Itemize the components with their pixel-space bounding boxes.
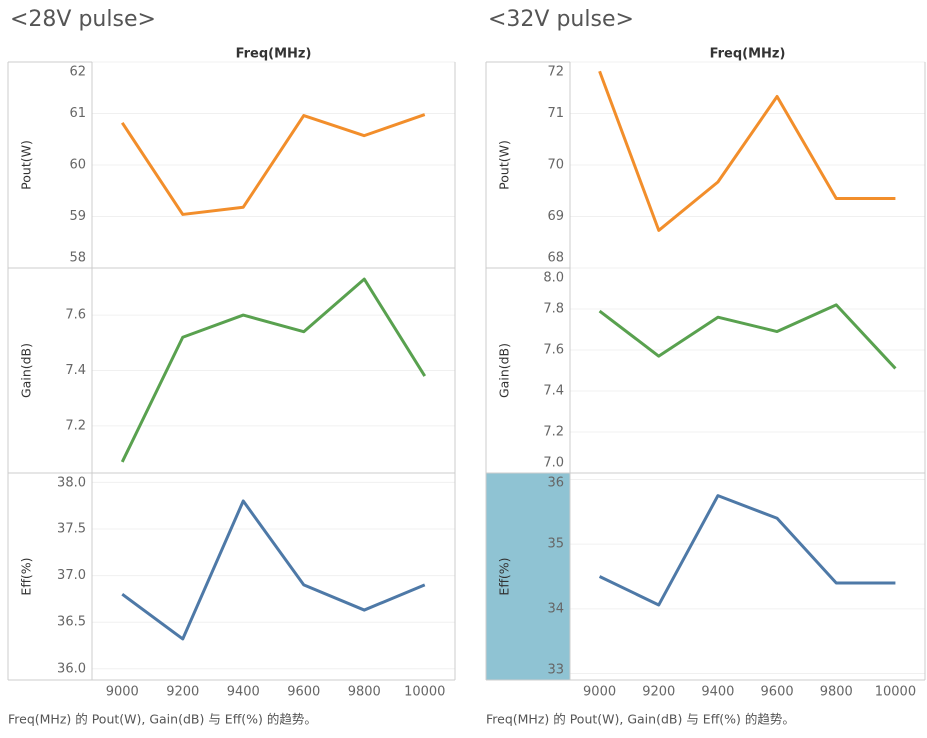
selected-axis[interactable] (486, 473, 570, 680)
y-tick-label: 36.5 (57, 615, 86, 630)
y-tick-label: 7.4 (543, 384, 564, 399)
y-tick-label: 60 (69, 158, 86, 173)
row-title: Eff(%) (497, 557, 512, 595)
x-axis-title: Freq(MHz) (710, 47, 786, 62)
x-tick-label: 9600 (761, 685, 794, 700)
x-tick-label: 9000 (583, 685, 616, 700)
series-line (120, 277, 427, 463)
x-axis-title: Freq(MHz) (236, 47, 312, 62)
y-tick-label: 36 (547, 476, 564, 491)
y-tick-label: 62 (69, 65, 86, 80)
x-tick-label: 9800 (820, 685, 853, 700)
panel-title: <28V pulse> (10, 7, 156, 32)
x-tick-label: 10000 (875, 685, 916, 700)
row-title: Gain(dB) (497, 343, 512, 398)
y-tick-label: 37.0 (57, 568, 86, 583)
x-tick-label: 9200 (642, 685, 675, 700)
caption: Freq(MHz) 的 Pout(W), Gain(dB) 与 Eff(%) 的… (486, 712, 795, 727)
x-tick-label: 9000 (106, 685, 139, 700)
caption: Freq(MHz) 的 Pout(W), Gain(dB) 与 Eff(%) 的… (8, 712, 317, 727)
y-tick-label: 7.2 (543, 425, 564, 440)
x-tick-label: 9600 (287, 685, 320, 700)
y-tick-label: 7.8 (543, 302, 564, 317)
y-tick-label: 70 (547, 158, 564, 173)
x-tick-label: 10000 (404, 685, 445, 700)
y-tick-label: 71 (547, 106, 564, 121)
series-line (598, 303, 897, 370)
row-title: Pout(W) (497, 140, 512, 190)
y-tick-label: 7.2 (65, 418, 86, 433)
y-tick-label: 69 (547, 209, 564, 224)
y-tick-label: 35 (547, 537, 564, 552)
y-tick-label: 7.0 (543, 456, 564, 471)
y-tick-label: 33 (547, 663, 564, 678)
y-tick-label: 36.0 (57, 661, 86, 676)
y-tick-label: 58 (69, 251, 86, 266)
y-tick-label: 8.0 (543, 271, 564, 286)
y-tick-label: 7.6 (65, 308, 86, 323)
series-line (598, 70, 896, 232)
series-line (120, 113, 426, 216)
series-line (598, 494, 896, 607)
x-tick-label: 9800 (348, 685, 381, 700)
y-tick-label: 38.0 (57, 476, 86, 491)
y-tick-label: 37.5 (57, 521, 86, 536)
x-tick-label: 9400 (227, 685, 260, 700)
y-tick-label: 68 (547, 251, 564, 266)
y-tick-label: 7.6 (543, 343, 564, 358)
x-tick-label: 9400 (701, 685, 734, 700)
panel-title: <32V pulse> (488, 7, 634, 32)
row-title: Gain(dB) (19, 343, 34, 398)
y-tick-label: 61 (69, 106, 86, 121)
series-line (121, 499, 426, 641)
x-tick-label: 9200 (166, 685, 199, 700)
y-tick-label: 59 (69, 209, 86, 224)
row-title: Pout(W) (19, 140, 34, 190)
row-title: Eff(%) (19, 557, 34, 595)
y-tick-label: 34 (547, 601, 564, 616)
y-tick-label: 72 (547, 65, 564, 80)
y-tick-label: 7.4 (65, 363, 86, 378)
